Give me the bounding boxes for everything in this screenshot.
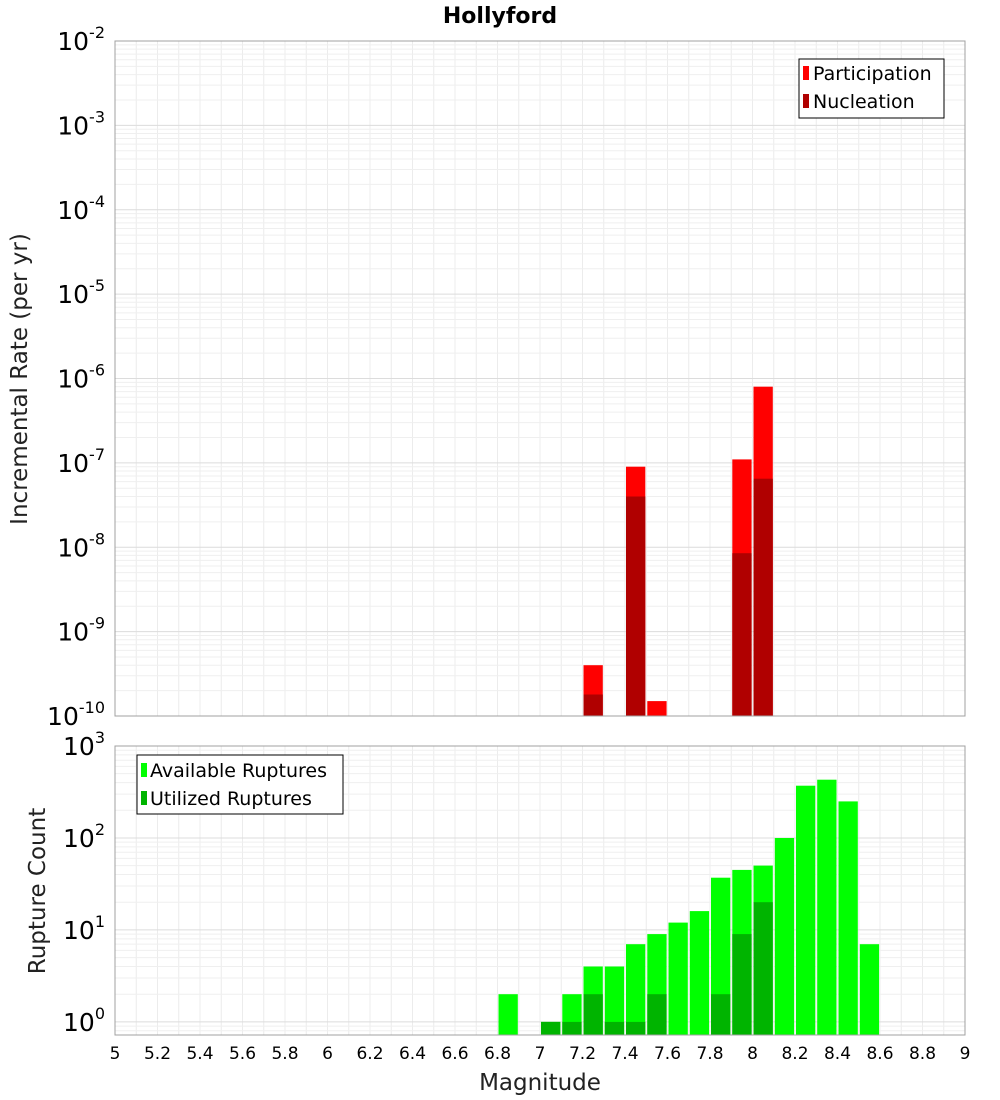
counts-bar-s0-16	[859, 944, 880, 1035]
x-axis-label: Magnitude	[479, 1070, 601, 1096]
y-tick-label: 102	[63, 820, 105, 853]
counts-bar-s1-0	[541, 1021, 561, 1035]
x-tick-label: 8.2	[781, 1044, 808, 1064]
counts-y-ticks: 103 102 101 100	[63, 728, 105, 1037]
x-tick-label: 6.6	[441, 1044, 468, 1064]
counts-y-axis-label: Rupture Count	[25, 808, 51, 974]
x-tick-label: 8.6	[866, 1044, 893, 1064]
counts-bar-s1-8	[753, 902, 773, 1035]
counts-bar-s0-7	[668, 922, 688, 1035]
y-tick-label: 10-8	[57, 529, 105, 562]
rates-legend: Participation Nucleation	[798, 58, 945, 119]
counts-bar-s0-12	[774, 838, 795, 1035]
rates-plot-frame	[114, 40, 966, 717]
legend-participation-label: Participation	[813, 63, 932, 85]
counts-bar-s1-5	[647, 994, 667, 1035]
counts-bars	[498, 779, 880, 1035]
x-tick-label: 6.8	[484, 1044, 511, 1064]
y-tick-label: 10-3	[57, 107, 105, 140]
y-tick-label: 10-9	[57, 614, 105, 647]
x-tick-label: 5.2	[144, 1044, 171, 1064]
rates-bar-s1-2	[732, 553, 752, 716]
counts-plot-frame	[114, 745, 966, 1036]
legend-available-label: Available Ruptures	[150, 760, 327, 782]
y-tick-label: 10-6	[57, 361, 105, 394]
counts-bar-s1-1	[562, 1021, 582, 1035]
counts-bar-s0-0	[498, 994, 518, 1035]
counts-bar-s1-3	[604, 1021, 625, 1035]
x-tick-label: 7.8	[696, 1044, 723, 1064]
legend-utilized-label: Utilized Ruptures	[150, 788, 312, 810]
counts-panel: 103 102 101 100 Rupture Count Available Rup…	[25, 728, 966, 1037]
counts-bar-s0-13	[796, 785, 816, 1035]
x-tick-label: 6.2	[356, 1044, 383, 1064]
counts-bar-s1-4	[626, 1021, 646, 1035]
chart-title: Hollyford	[443, 4, 557, 29]
y-tick-label: 103	[63, 728, 105, 761]
x-tick-label: 6.4	[399, 1044, 426, 1064]
y-tick-label: 10-7	[57, 445, 105, 478]
x-tick-label: 7.4	[611, 1044, 638, 1064]
counts-bar-s0-14	[817, 779, 837, 1035]
y-tick-label: 101	[63, 912, 105, 945]
rates-bar-s0-2	[647, 701, 667, 716]
legend-available-swatch	[141, 763, 147, 777]
y-tick-label: 10-4	[57, 192, 105, 225]
legend-utilized-swatch	[141, 791, 147, 805]
rates-y-ticks: 10-2 10-3 10-4 10-5 10-6 10-7 10-8 10-9 10-10	[47, 23, 105, 731]
x-tick-label: 6	[322, 1044, 333, 1064]
legend-participation-swatch	[803, 66, 809, 80]
rates-bar-s1-0	[583, 694, 603, 716]
rates-panel: 10-2 10-3 10-4 10-5 10-6 10-7 10-8 10-9 10-10 In…	[7, 23, 966, 731]
rates-bars	[583, 386, 773, 716]
rates-bar-s1-3	[753, 478, 773, 716]
x-tick-label: 5.4	[186, 1044, 213, 1064]
counts-bar-s0-8	[689, 911, 710, 1035]
counts-legend: Available Ruptures Utilized Ruptures	[136, 754, 344, 815]
rates-y-axis-label: Incremental Rate (per yr)	[7, 233, 33, 525]
counts-bar-s0-5	[626, 944, 646, 1035]
rates-grid	[114, 40, 966, 717]
x-tick-label: 8	[747, 1044, 758, 1064]
x-axis-ticks: 5 5.2 5.4 5.6 5.8 6 6.2 6.4 6.6 6.8 7 7.2 7.4 7.6 7.8 8…	[110, 1044, 971, 1064]
x-tick-label: 5	[110, 1044, 121, 1064]
y-tick-label: 10-2	[57, 23, 105, 56]
x-tick-label: 7	[535, 1044, 546, 1064]
counts-bar-s1-2	[583, 994, 603, 1035]
x-tick-label: 5.8	[271, 1044, 298, 1064]
y-tick-label: 10-5	[57, 276, 105, 309]
x-tick-label: 5.6	[229, 1044, 256, 1064]
y-tick-label: 100	[63, 1004, 105, 1037]
counts-legend-box	[136, 754, 344, 815]
x-tick-label: 8.4	[824, 1044, 851, 1064]
x-tick-label: 9	[960, 1044, 971, 1064]
rates-bar-s1-1	[626, 496, 646, 716]
x-tick-label: 8.8	[909, 1044, 936, 1064]
counts-bar-s1-7	[732, 934, 752, 1035]
counts-bar-s1-6	[711, 994, 731, 1035]
counts-bar-s0-4	[604, 966, 625, 1035]
rates-legend-box	[798, 58, 945, 119]
y-tick-label: 10-10	[47, 698, 105, 731]
legend-nucleation-label: Nucleation	[813, 91, 915, 113]
legend-nucleation-swatch	[803, 94, 809, 108]
x-tick-label: 7.6	[654, 1044, 681, 1064]
counts-bar-s0-15	[838, 801, 858, 1035]
x-tick-label: 7.2	[569, 1044, 596, 1064]
